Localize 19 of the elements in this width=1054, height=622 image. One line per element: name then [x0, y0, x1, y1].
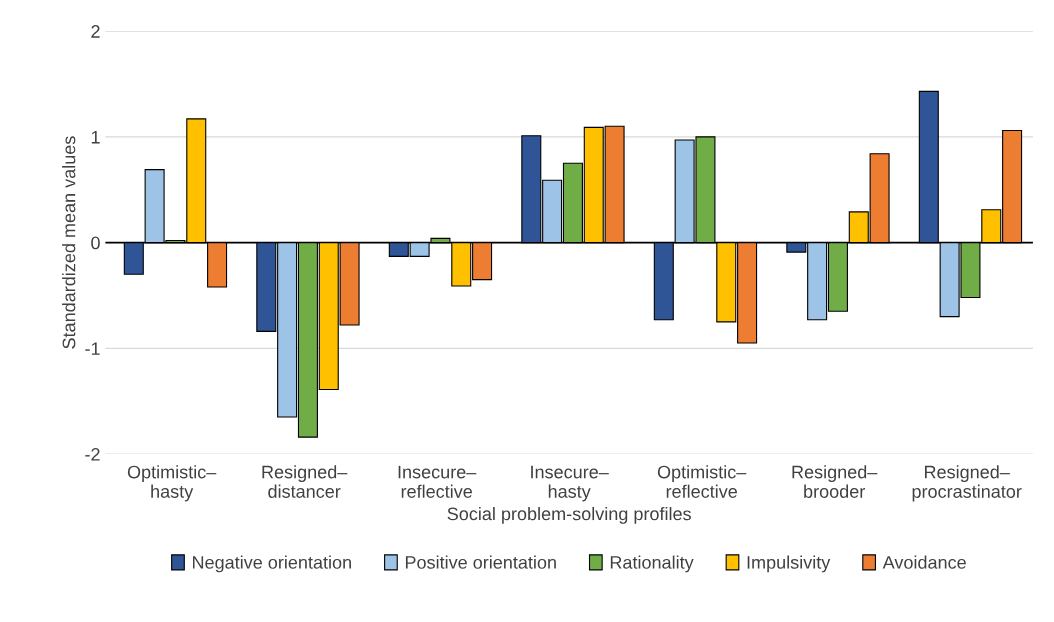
legend-label: Negative orientation	[193, 555, 351, 573]
x-tick-label: Insecure– reflective	[398, 465, 477, 498]
x-tick-label: Resigned– procrastinator	[912, 465, 1022, 502]
x-tick-label: Insecure– hasty	[531, 465, 609, 502]
x-tick-label: Resigned– brooder	[792, 465, 878, 498]
legend-label: Impulsivity	[747, 555, 831, 573]
x-tick-label: Optimistic– reflective	[657, 465, 747, 498]
y-axis-title: Standardized mean values	[62, 136, 76, 349]
x-tick-label: Optimistic– hasty	[127, 465, 217, 502]
legend-label: Rationality	[610, 555, 694, 573]
y-tick-label: -1	[85, 342, 100, 355]
legend-label: Avoidance	[882, 555, 966, 569]
legend-label: Positive orientation	[405, 555, 556, 569]
x-tick-label: Resigned– distancer	[262, 465, 348, 498]
y-tick-label: -2	[85, 447, 100, 461]
y-tick-label: 2	[91, 25, 100, 38]
y-tick-label: 1	[91, 130, 100, 144]
y-tick-label: 0	[91, 236, 100, 250]
x-axis-title: Social problem-solving profiles	[447, 507, 691, 524]
